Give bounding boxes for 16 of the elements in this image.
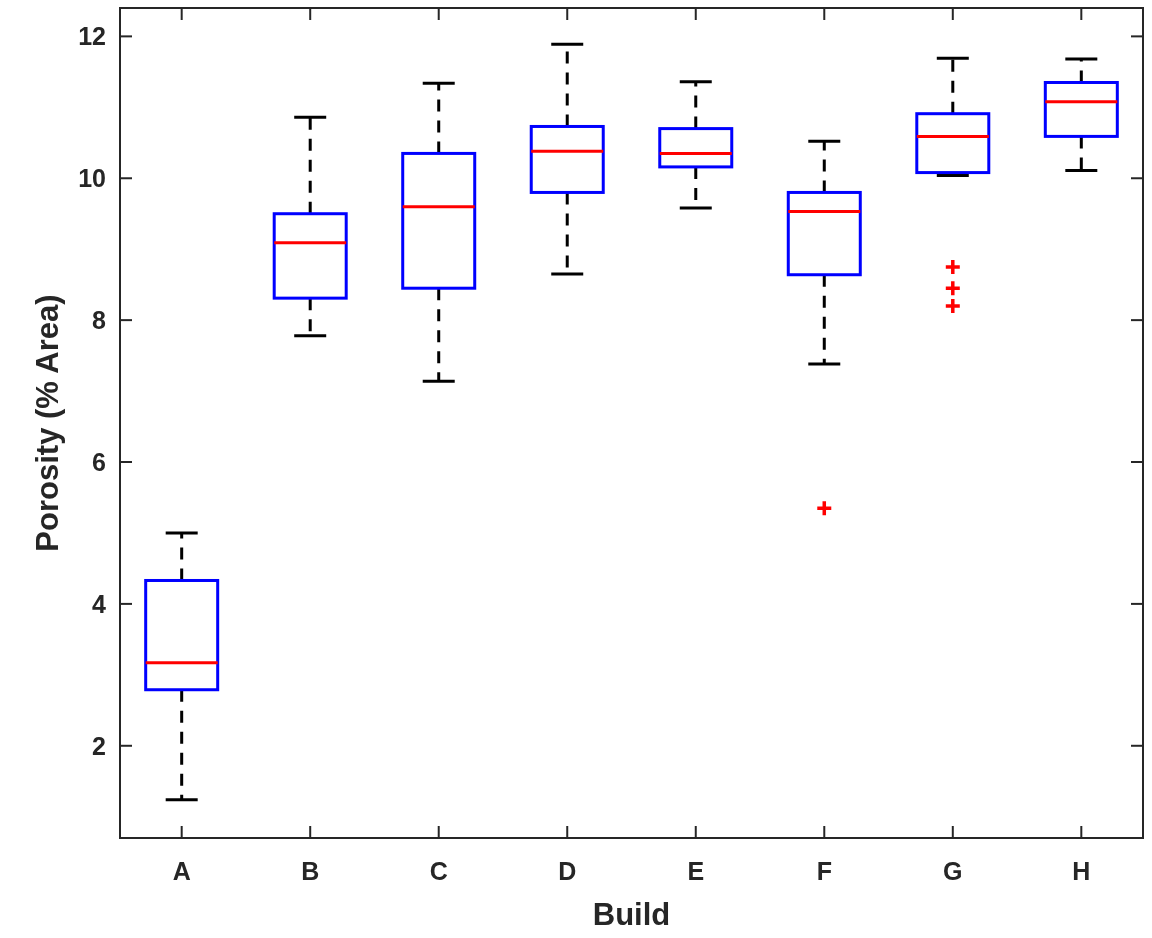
y-tick-label: 12 [78, 22, 106, 51]
x-tick-label: A [172, 857, 191, 885]
y-tick-label: 4 [92, 589, 107, 618]
x-tick-label: F [816, 857, 832, 885]
y-tick-label: 8 [92, 305, 107, 334]
x-tick-label: B [301, 857, 320, 885]
x-tick-label: H [1072, 857, 1091, 885]
x-tick-label: C [429, 857, 448, 885]
x-axis-title: Build [592, 897, 671, 932]
x-tick-label: E [687, 857, 705, 885]
y-axis-title: Porosity (% Area) [30, 294, 65, 552]
x-tick-label: D [558, 857, 577, 885]
y-tick-label: 6 [92, 447, 106, 476]
y-tick-label: 2 [92, 731, 106, 760]
y-tick-label: 10 [78, 164, 106, 193]
x-tick-label: G [943, 857, 963, 885]
